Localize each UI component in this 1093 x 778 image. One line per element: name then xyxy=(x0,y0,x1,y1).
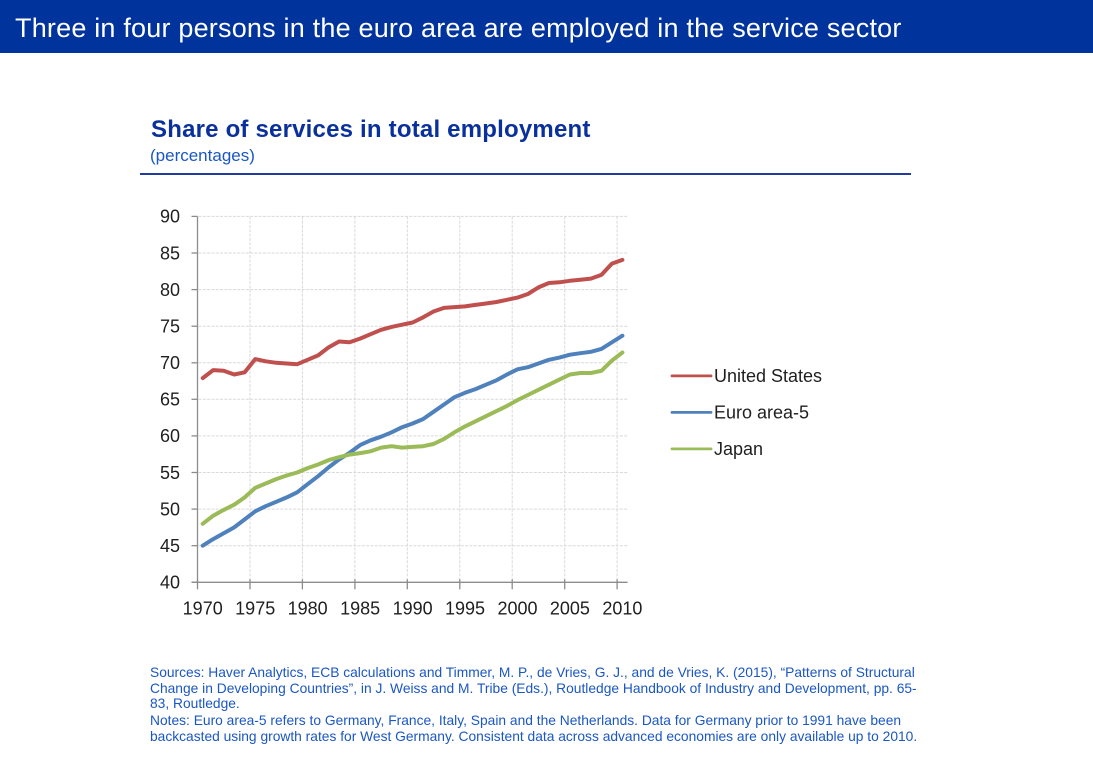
svg-text:80: 80 xyxy=(160,280,180,300)
svg-text:Japan: Japan xyxy=(714,439,763,459)
svg-text:1975: 1975 xyxy=(235,599,275,619)
svg-text:85: 85 xyxy=(160,243,180,263)
svg-text:45: 45 xyxy=(160,536,180,556)
svg-text:90: 90 xyxy=(160,207,180,227)
svg-text:1980: 1980 xyxy=(288,599,328,619)
svg-text:70: 70 xyxy=(160,353,180,373)
svg-text:65: 65 xyxy=(160,390,180,410)
svg-text:2000: 2000 xyxy=(497,599,537,619)
svg-text:1990: 1990 xyxy=(393,599,433,619)
svg-text:50: 50 xyxy=(160,499,180,519)
svg-text:2010: 2010 xyxy=(602,599,642,619)
svg-text:1970: 1970 xyxy=(183,599,223,619)
svg-text:75: 75 xyxy=(160,317,180,337)
svg-text:Euro area-5: Euro area-5 xyxy=(714,403,809,423)
svg-text:2005: 2005 xyxy=(550,599,590,619)
svg-text:1995: 1995 xyxy=(445,599,485,619)
svg-text:United States: United States xyxy=(714,366,822,386)
svg-text:1985: 1985 xyxy=(340,599,380,619)
svg-text:60: 60 xyxy=(160,426,180,446)
svg-text:55: 55 xyxy=(160,463,180,483)
svg-text:40: 40 xyxy=(160,573,180,593)
